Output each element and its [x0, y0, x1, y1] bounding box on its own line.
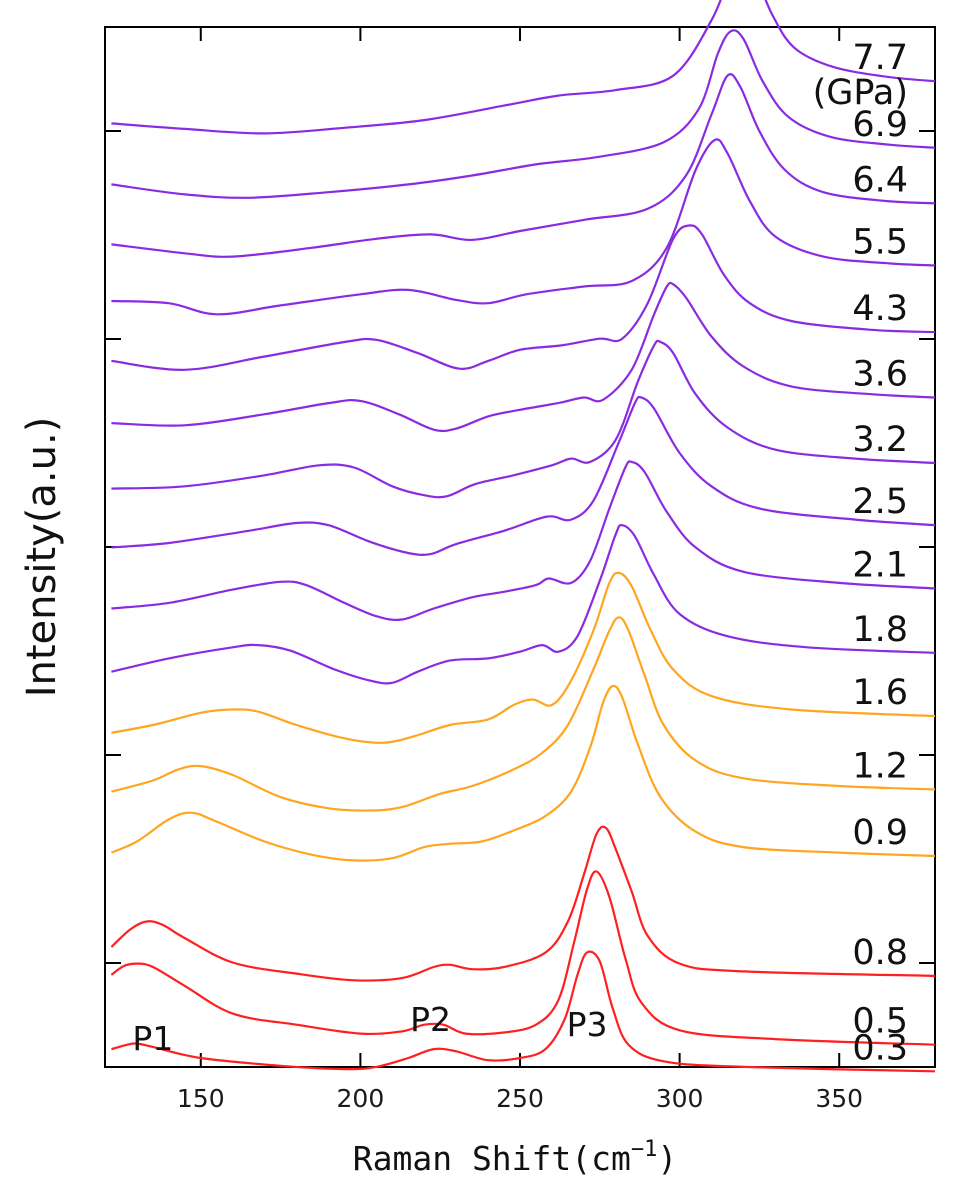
- trace-0.9-gpa: [110, 684, 936, 862]
- pressure-label: 3.2: [852, 420, 908, 460]
- pressure-label: 4.3: [852, 289, 908, 329]
- x-tick-label: 250: [496, 1084, 544, 1113]
- x-axis-ticks: 150 200 250 300 350: [177, 27, 863, 1113]
- x-axis-title-superscript: −1: [631, 1137, 658, 1162]
- trace-5.5-gpa: [111, 138, 936, 316]
- trace-7.7-gpa: [111, 0, 936, 135]
- trace-2.1-gpa: [111, 460, 936, 622]
- spectra-traces: [110, 0, 936, 1073]
- pressure-label: 2.5: [852, 482, 908, 522]
- pressure-label: 7.7: [852, 38, 908, 78]
- pressure-label: 1.6: [852, 673, 908, 713]
- plot-frame: [104, 26, 936, 1068]
- x-tick-label: 350: [815, 1084, 863, 1113]
- pressure-label: 6.9: [852, 105, 908, 145]
- trace-1.6-gpa: [111, 571, 936, 744]
- pressure-label: 0.3: [852, 1028, 908, 1068]
- trace-0.8-gpa: [110, 825, 936, 982]
- y-axis-title: Intensity(a.u.): [19, 417, 65, 698]
- x-axis-title-close: ): [657, 1139, 677, 1178]
- peak-labels: P1 P2 P3: [132, 1000, 607, 1058]
- trace-6.4-gpa: [111, 73, 936, 258]
- trace-0.5-gpa: [110, 870, 936, 1046]
- pressure-label: 1.8: [852, 610, 908, 650]
- trace-1.8-gpa: [111, 523, 936, 685]
- trace-1.2-gpa: [111, 616, 936, 812]
- pressure-label: 1.2: [852, 746, 908, 786]
- x-axis-title: Raman Shift(cm−1): [353, 1137, 678, 1178]
- pressure-label: 0.9: [852, 813, 908, 853]
- pressure-label: 6.4: [852, 160, 908, 200]
- pressure-label: 0.8: [852, 933, 908, 973]
- peak-label-p2: P2: [410, 1000, 451, 1039]
- peak-label-p3: P3: [567, 1005, 608, 1044]
- trace-0.3-gpa: [111, 950, 936, 1073]
- x-axis-title-main: Raman Shift(cm: [353, 1139, 631, 1178]
- peak-label-p1: P1: [132, 1019, 173, 1058]
- x-tick-label: 150: [177, 1084, 225, 1113]
- pressure-labels: 0.30.5 0.8 0.9 1.2 1.6 1.8 2.1 2.5 3.2 3.6 4.3 5.5 6…: [852, 38, 908, 1068]
- pressure-label: 2.1: [852, 546, 908, 586]
- pressure-label: 0.5: [852, 1002, 908, 1042]
- pressure-label: 3.6: [852, 355, 908, 395]
- trace-4.3-gpa: [111, 224, 936, 371]
- pressure-label: 5.5: [852, 223, 908, 263]
- unit-label: (GPa): [813, 73, 908, 113]
- trace-6.9-gpa: [111, 29, 936, 199]
- x-tick-label: 300: [656, 1084, 704, 1113]
- trace-2.5-gpa: [111, 395, 936, 556]
- trace-3.6-gpa: [111, 281, 936, 433]
- trace-3.2-gpa: [111, 339, 936, 499]
- x-tick-label: 200: [337, 1084, 385, 1113]
- y-axis-ticks: [105, 130, 935, 964]
